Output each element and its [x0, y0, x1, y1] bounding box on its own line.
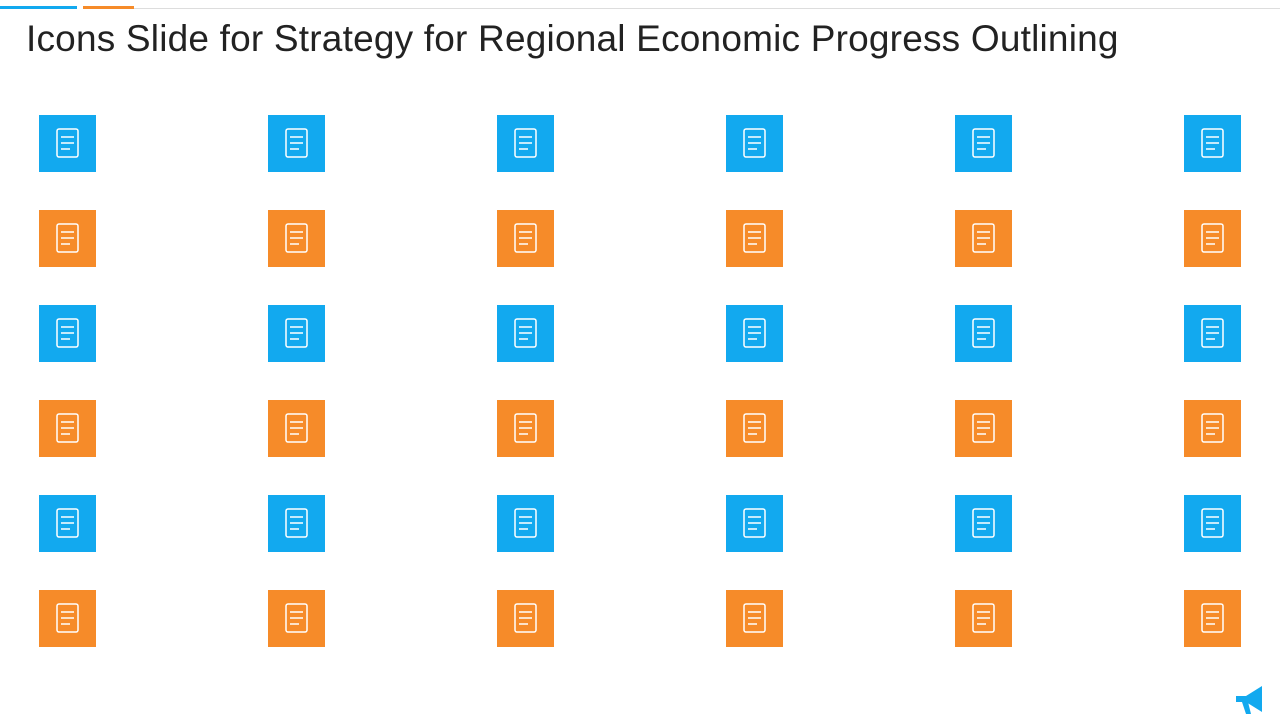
- icon-tile: [726, 495, 783, 552]
- icon-tile: [268, 115, 325, 172]
- icon-tile: [726, 305, 783, 362]
- icon-tile: [268, 210, 325, 267]
- icon-tile: [497, 210, 554, 267]
- icon-tile: [955, 400, 1012, 457]
- icon-tile: [1184, 495, 1241, 552]
- icon-tile: [39, 210, 96, 267]
- accent-orange: [83, 6, 134, 9]
- icon-tile: [497, 400, 554, 457]
- icon-tile: [1184, 590, 1241, 647]
- icon-tile: [955, 495, 1012, 552]
- icon-tile: [955, 115, 1012, 172]
- icon-tile: [268, 495, 325, 552]
- icon-tile: [955, 210, 1012, 267]
- icon-tile: [268, 590, 325, 647]
- slide-title: Icons Slide for Strategy for Regional Ec…: [26, 18, 1119, 59]
- icon-tile: [1184, 400, 1241, 457]
- icon-tile: [497, 115, 554, 172]
- icon-tile: [1184, 305, 1241, 362]
- icon-tile: [39, 400, 96, 457]
- icon-tile: [497, 305, 554, 362]
- icon-tile: [726, 115, 783, 172]
- icon-tile: [39, 305, 96, 362]
- top-rule: [134, 8, 1280, 9]
- icon-tile: [955, 590, 1012, 647]
- megaphone-icon: [1236, 686, 1262, 714]
- icon-tile: [497, 590, 554, 647]
- icon-tile: [39, 590, 96, 647]
- accent-blue: [0, 6, 77, 9]
- icon-tile: [39, 495, 96, 552]
- icon-tile: [497, 495, 554, 552]
- icon-tile: [726, 210, 783, 267]
- icon-tile: [726, 400, 783, 457]
- icon-tile: [1184, 210, 1241, 267]
- icon-tile: [726, 590, 783, 647]
- icon-grid: [39, 115, 1241, 647]
- icon-tile: [268, 305, 325, 362]
- icon-tile: [39, 115, 96, 172]
- icon-tile: [1184, 115, 1241, 172]
- icon-tile: [268, 400, 325, 457]
- icon-tile: [955, 305, 1012, 362]
